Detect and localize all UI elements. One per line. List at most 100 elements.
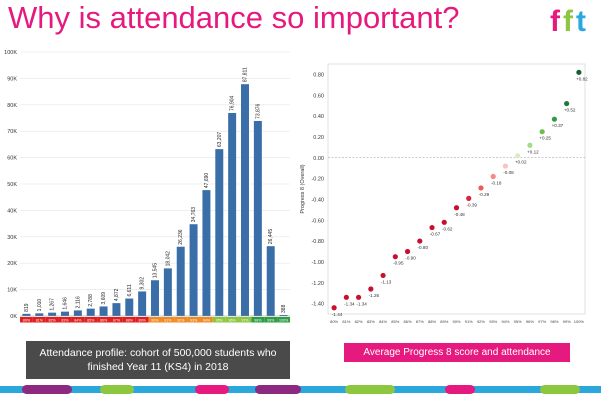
scatter-point <box>564 100 570 107</box>
scatter-point <box>441 219 447 225</box>
scatter-value-label: -0.48 <box>454 212 465 217</box>
scatter-xtick-label: 86% <box>404 319 412 324</box>
bar-ytick-label: 0K <box>10 314 17 320</box>
scatter-point <box>331 305 337 311</box>
logo-letter-f1: f <box>550 5 561 36</box>
scatter-xtick-label: 90% <box>452 319 460 324</box>
scatter-value-label: -1.34 <box>344 301 355 306</box>
attendance-band-segment <box>148 317 162 323</box>
attendance-band-segment <box>187 317 200 323</box>
bar-value-label: 34,763 <box>191 207 197 223</box>
bar-ytick-label: 30K <box>7 235 17 241</box>
bar-ytick-label: 90K <box>7 76 17 82</box>
bar-xtick-label: 90% <box>151 318 159 322</box>
scatter-ytick-label: -1.20 <box>311 281 324 287</box>
bar-ytick-label: 80K <box>7 103 17 109</box>
scatter-ytick-label: -0.40 <box>311 197 324 203</box>
scatter-xtick-label: 83% <box>367 319 375 324</box>
scatter-value-label: -0.18 <box>491 181 502 186</box>
attendance-band-segment <box>225 317 239 323</box>
attendance-bar-chart: 0K 10K 20K 30K 40K 50K 60K 70K 80K 90K 100K 819 80% 1… <box>4 50 290 323</box>
scatter-point <box>404 248 411 255</box>
bar <box>86 308 95 316</box>
scatter-ytick-label: -0.80 <box>311 239 324 245</box>
bar-ytick-label: 60K <box>7 156 17 162</box>
bar <box>22 313 31 316</box>
bar-value-label: 76,904 <box>230 95 236 111</box>
bar <box>202 190 211 316</box>
bar-value-label: 73,876 <box>255 103 261 119</box>
bar-xtick-label: 80% <box>23 318 31 322</box>
scatter-value-label: -0.80 <box>418 245 429 250</box>
scatter-ytick-label: 0.00 <box>313 156 324 162</box>
logo-letter-t: t <box>576 5 586 36</box>
bar-value-label: 1,646 <box>63 297 69 310</box>
attendance-band-segment <box>58 317 72 323</box>
scatter-xtick-label: 98% <box>550 319 558 324</box>
scatter-value-label: -0.67 <box>430 232 441 237</box>
scatter-ytick-label: -0.60 <box>311 218 324 224</box>
scatter-point <box>539 129 545 135</box>
bar-xtick-label: 99% <box>267 318 275 322</box>
bar-xtick-label: 96% <box>229 318 237 322</box>
scatter-point <box>576 69 582 75</box>
attendance-band-segment <box>238 317 252 323</box>
bar-value-label: 2,788 <box>88 294 94 307</box>
scatter-ytick-label: 0.80 <box>313 72 324 78</box>
attendance-band-segment <box>110 317 123 323</box>
scatter-ytick-label: -1.00 <box>311 260 324 266</box>
bar-xtick-label: 86% <box>100 318 108 322</box>
scatter-value-label: -0.08 <box>503 170 514 175</box>
progress8-scatter-chart: -1.40 -1.20 -1.00 -0.80 -0.60 -0.40 -0.20 0.00 0… <box>300 63 588 324</box>
attendance-band-segment <box>277 317 290 323</box>
caption-line-2: finished Year 11 (KS4) in 2018 <box>87 361 229 373</box>
scatter-value-label: +0.02 <box>515 160 527 165</box>
caption-line-1: Attendance profile: cohort of 500,000 st… <box>39 347 277 359</box>
bar-xtick-label: 84% <box>74 318 82 322</box>
scatter-value-label: +0.12 <box>527 149 539 154</box>
scatter-xtick-label: 100% <box>574 319 585 324</box>
bar-xtick-label: 97% <box>241 318 249 322</box>
bar-value-label: 9,302 <box>140 277 146 290</box>
attendance-band-segment <box>161 317 175 323</box>
fft-logo: f f t <box>550 5 586 36</box>
bar-xtick-label: 83% <box>61 318 69 322</box>
bar-xtick-label: 93% <box>190 318 198 322</box>
scatter-point <box>368 286 374 292</box>
bar <box>73 310 82 316</box>
bar-ytick-label: 50K <box>7 182 17 188</box>
scatter-value-label: +0.25 <box>539 136 551 141</box>
attendance-band-segment <box>20 317 33 323</box>
bar-value-label: 4,872 <box>114 288 120 301</box>
scatter-value-label: -1.44 <box>332 312 343 317</box>
scatter-ytick-label: -1.40 <box>311 302 324 308</box>
scatter-value-label: -0.90 <box>405 256 416 261</box>
bar-value-label: 63,207 <box>217 132 223 148</box>
bar <box>266 246 275 316</box>
bar <box>163 268 172 316</box>
bar-value-label: 3,609 <box>101 292 107 305</box>
scatter-xtick-label: 92% <box>477 319 485 324</box>
scatter-xtick-label: 81% <box>342 319 350 324</box>
scatter-xtick-label: 94% <box>501 319 509 324</box>
attendance-band-segment <box>84 317 98 323</box>
bar <box>215 149 224 316</box>
bar-value-label: 819 <box>24 303 30 312</box>
bar <box>253 120 262 316</box>
bar-value-label: 26,236 <box>178 229 184 245</box>
scatter-xtick-label: 87% <box>416 319 424 324</box>
bar-value-label: 13,545 <box>153 263 159 279</box>
bar <box>35 313 44 316</box>
scatter-value-label: -0.62 <box>442 226 453 231</box>
bar <box>279 314 288 316</box>
footer-color-bar <box>0 385 601 394</box>
bar-xtick-label: 98% <box>254 318 262 322</box>
scatter-xtick-label: 89% <box>440 319 448 324</box>
attendance-band-segment <box>264 317 278 323</box>
page-title: Why is attendance so important? <box>8 0 460 35</box>
scatter-xtick-label: 93% <box>489 319 497 324</box>
scatter-value-label: +0.37 <box>552 123 564 128</box>
scatter-point <box>502 163 509 169</box>
bar-xtick-label: 82% <box>49 318 57 322</box>
